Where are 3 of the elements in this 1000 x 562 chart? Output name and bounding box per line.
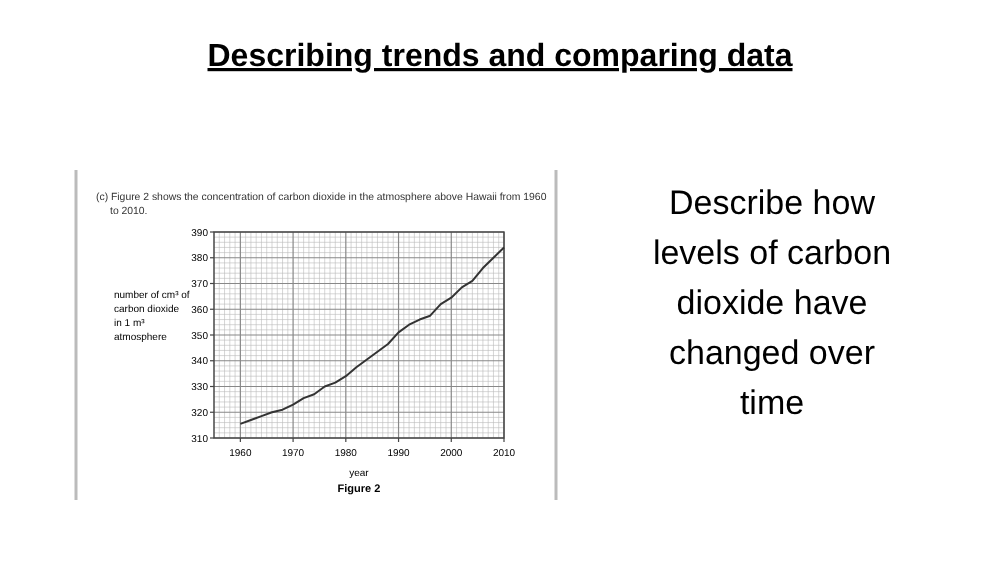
text: Describe how levels of carbon dioxide have changed over time <box>652 184 892 422</box>
line-series <box>239 246 505 425</box>
chart-title: Describing trends and comparing data <box>207 40 793 74</box>
